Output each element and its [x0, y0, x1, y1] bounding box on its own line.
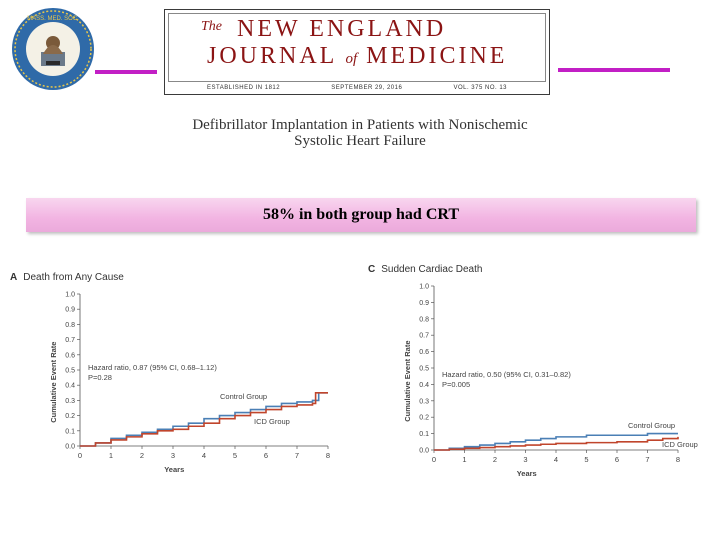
chart-c-y-tick-label: 0.2 [419, 415, 429, 422]
masthead-volume: VOL. 375 NO. 13 [453, 85, 507, 91]
article-title-line2: Systolic Heart Failure [294, 133, 426, 149]
chart-a-heading: A Death from Any Cause [10, 272, 124, 283]
chart-c-label-control: Control Group [628, 421, 675, 430]
highlight-banner: 58% in both group had CRT [26, 198, 696, 232]
chart-a-y-tick-label: 0.8 [65, 322, 75, 329]
article-title-line1: Defibrillator Implantation in Patients w… [192, 117, 528, 133]
chart-c-heading: C Sudden Cardiac Death [368, 264, 482, 275]
chart-c-y-tick-label: 0.6 [419, 349, 429, 356]
chart-c-x-tick-label: 2 [493, 455, 497, 464]
chart-death-any-cause: 0.0 0.1 0.2 0.3 0.4 0.5 0.6 0.7 0.8 0.9 1.0 0 1 2 3 4 5 6… [49, 292, 330, 475]
accent-bar-right [558, 68, 670, 72]
chart-c-y-tick-label: 0.1 [419, 431, 429, 438]
masthead-of: of [345, 51, 358, 67]
chart-c-y-tick-label: 1.0 [419, 284, 429, 291]
chart-a-label-icd: ICD Group [254, 417, 290, 426]
chart-c-x-axis-label: Years [517, 469, 537, 478]
chart-c-y-tick-label: 0.5 [419, 366, 429, 373]
chart-c-y-tick-label: 0.4 [419, 382, 429, 389]
chart-a-x-tick-label: 6 [264, 451, 268, 460]
chart-a-y-tick-label: 0.4 [65, 383, 75, 390]
journal-masthead: The NEW ENGLAND JOURNAL of MEDICINE ESTA… [164, 9, 550, 95]
masthead-line2: JOURNAL of MEDICINE [207, 43, 507, 70]
chart-a-y-tick-label: 0.0 [65, 444, 75, 451]
chart-c-y-tick-label: 0.3 [419, 398, 429, 405]
masthead-the: The [201, 19, 222, 34]
chart-c-x-tick-label: 1 [462, 455, 466, 464]
chart-c-x-tick-label: 7 [645, 455, 649, 464]
banner-text: 58% in both group had CRT [262, 206, 460, 223]
chart-a-x-axis-label: Years [164, 465, 184, 474]
masthead-frame [168, 13, 546, 82]
chart-c-p-value: P=0.005 [442, 380, 470, 389]
chart-c-x-tick-label: 3 [523, 455, 527, 464]
chart-a-x-tick-label: 8 [326, 451, 330, 460]
chart-c-y-tick-label: 0.7 [419, 333, 429, 340]
chart-c-title: Sudden Cardiac Death [381, 264, 483, 275]
svg-text:MASS. MED. SOC.: MASS. MED. SOC. [27, 16, 79, 22]
chart-a-series-control-line [80, 392, 328, 447]
chart-c-hazard-ratio: Hazard ratio, 0.50 (95% CI, 0.31–0.82) [442, 370, 571, 379]
chart-c-x-tick-label: 4 [554, 455, 558, 464]
chart-a-x-tick-label: 0 [78, 451, 82, 460]
chart-c-label-icd: ICD Group [662, 440, 698, 449]
accent-bar-left [95, 70, 157, 74]
chart-a-x-tick-label: 2 [140, 451, 144, 460]
chart-a-x-tick-label: 5 [233, 451, 237, 460]
chart-a-y-tick-label: 0.3 [65, 398, 75, 405]
chart-a-y-tick-label: 0.7 [65, 337, 75, 344]
chart-c-series-control-line [434, 432, 678, 451]
chart-c-y-tick-label: 0.9 [419, 300, 429, 307]
chart-c-series-icd-line [434, 436, 679, 451]
article-title: Defibrillator Implantation in Patients w… [150, 117, 570, 149]
chart-a-y-tick-label: 0.9 [65, 307, 75, 314]
masthead-medicine: MEDICINE [366, 43, 508, 69]
masthead-line1: NEW ENGLAND [237, 16, 447, 42]
chart-sudden-cardiac-death: 0.0 0.1 0.2 0.3 0.4 0.5 0.6 0.7 0.8 0.9 1.0 0 1 2 3 4 5 6… [403, 284, 698, 479]
chart-c-y-tick-label: 0.0 [419, 448, 429, 455]
chart-c-x-tick-label: 8 [676, 455, 680, 464]
chart-c-x-tick-label: 0 [432, 455, 436, 464]
chart-a-y-tick-label: 0.2 [65, 413, 75, 420]
masthead-date: SEPTEMBER 29, 2016 [331, 85, 403, 91]
chart-a-title: Death from Any Cause [23, 272, 124, 283]
chart-a-y-tick-label: 1.0 [65, 292, 75, 299]
chart-a-panel-letter: A [10, 272, 18, 283]
chart-a-x-tick-label: 3 [171, 451, 175, 460]
massachusetts-medical-society-seal-logo: MASS. MED. SOC. [12, 8, 94, 90]
masthead-journal: JOURNAL [207, 43, 337, 69]
masthead-meta: ESTABLISHED IN 1812 SEPTEMBER 29, 2016 V… [207, 85, 507, 91]
chart-a-x-tick-label: 7 [295, 451, 299, 460]
chart-c-y-tick-label: 0.8 [419, 316, 429, 323]
chart-a-y-axis-label: Cumulative Event Rate [49, 342, 58, 423]
chart-a-hazard-ratio: Hazard ratio, 0.87 (95% CI, 0.68–1.12) [88, 363, 217, 372]
chart-c-panel-letter: C [368, 264, 376, 275]
chart-a-label-control: Control Group [220, 392, 267, 401]
chart-a-y-tick-label: 0.6 [65, 352, 75, 359]
chart-c-y-axis-label: Cumulative Event Rate [403, 340, 412, 421]
masthead-established: ESTABLISHED IN 1812 [207, 85, 281, 91]
chart-a-y-tick-label: 0.5 [65, 368, 75, 375]
chart-c-x-tick-label: 5 [584, 455, 588, 464]
chart-a-p-value: P=0.28 [88, 373, 112, 382]
chart-a-x-tick-label: 4 [202, 451, 206, 460]
chart-a-series-icd-line [80, 392, 328, 447]
chart-a-y-tick-label: 0.1 [65, 428, 75, 435]
chart-c-x-tick-label: 6 [615, 455, 619, 464]
chart-a-x-tick-label: 1 [109, 451, 113, 460]
